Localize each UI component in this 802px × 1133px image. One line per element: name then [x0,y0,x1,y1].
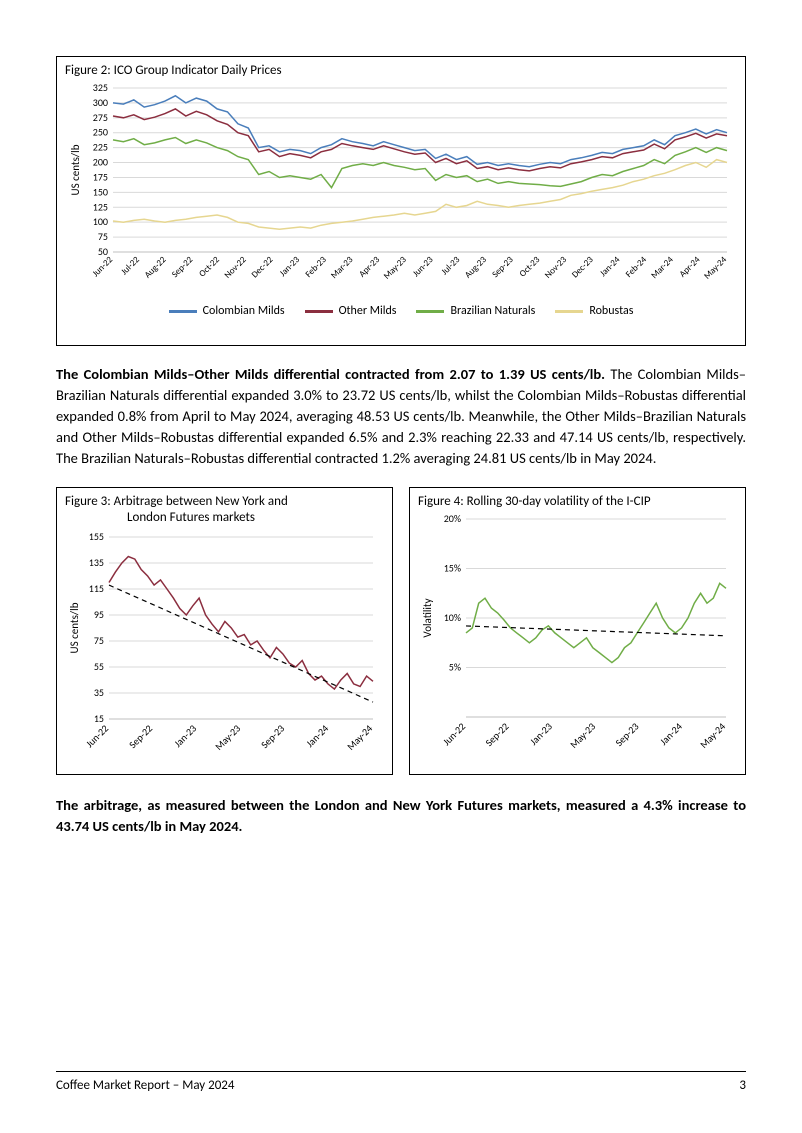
svg-text:Dec-22: Dec-22 [249,254,275,280]
figure-4-chart: 5% 10% 15% 20% Volatility Jun-22 Sep-22 Jan-23 M… [418,511,738,765]
svg-text:May-23: May-23 [381,254,409,282]
svg-text:Jan-24: Jan-24 [656,720,684,748]
footer-left: Coffee Market Report – May 2024 [56,1078,234,1093]
svg-text:250: 250 [93,126,108,139]
svg-text:Sep-22: Sep-22 [126,722,155,751]
svg-text:155: 155 [88,530,103,543]
svg-text:Jul-23: Jul-23 [439,254,462,277]
legend-item: Brazilian Naturals [416,304,535,318]
svg-text:Feb-24: Feb-24 [624,254,650,280]
svg-text:200: 200 [93,156,108,169]
svg-text:5%: 5% [448,661,460,674]
svg-text:Apr-24: Apr-24 [677,254,703,280]
svg-text:95: 95 [93,608,103,621]
svg-text:Jan-23: Jan-23 [526,720,554,748]
svg-text:Sep-23: Sep-23 [490,254,516,280]
page-footer: Coffee Market Report – May 2024 3 [56,1071,746,1093]
svg-text:Oct-23: Oct-23 [517,254,542,279]
figure-3-chart: 1535557595115135155US cents/lbJun-22Sep-… [65,529,385,767]
svg-text:Aug-23: Aug-23 [463,254,490,281]
figure-2-legend: Colombian Milds Other Milds Brazilian Natu… [57,298,745,328]
svg-text:Jun-22: Jun-22 [90,254,115,279]
figure-3-container: Figure 3: Arbitrage between New York and… [56,487,393,775]
svg-text:US cents/lb: US cents/lb [69,144,82,195]
svg-text:55: 55 [93,660,103,673]
svg-text:Feb-23: Feb-23 [303,254,329,280]
svg-text:US cents/lb: US cents/lb [68,602,81,653]
svg-text:Jun-23: Jun-23 [411,254,436,279]
svg-text:Jan-23: Jan-23 [277,254,302,279]
svg-text:Mar-23: Mar-23 [329,254,356,281]
footer-page-number: 3 [739,1078,746,1093]
legend-item: Robustas [555,304,633,318]
svg-text:Jul-22: Jul-22 [119,254,142,277]
svg-text:Dec-23: Dec-23 [570,254,596,280]
svg-text:May-24: May-24 [702,254,730,282]
figure-2-title: Figure 2: ICO Group Indicator Daily Pric… [57,57,745,80]
paragraph-1-lead: The Colombian Milds–Other Milds differen… [56,365,605,383]
svg-text:175: 175 [93,170,108,183]
legend-label: Robustas [589,304,633,318]
legend-swatch [416,310,444,313]
legend-label: Brazilian Naturals [450,304,535,318]
svg-text:Jan-24: Jan-24 [598,254,623,279]
svg-text:Sep-22: Sep-22 [170,254,196,280]
figure-4-container: Figure 4: Rolling 30-day volatility of t… [409,487,746,775]
svg-text:Jan-23: Jan-23 [171,722,199,750]
svg-text:Sep-23: Sep-23 [612,720,641,749]
svg-text:135: 135 [88,556,103,569]
svg-text:325: 325 [93,81,108,94]
figure-row: Figure 3: Arbitrage between New York and… [56,487,746,775]
svg-text:Mar-24: Mar-24 [649,254,676,281]
svg-text:Oct-22: Oct-22 [197,254,222,279]
svg-text:May-23: May-23 [212,722,243,753]
figure-2-chart: 5075100125150175200225250275300325US cen… [65,80,737,298]
svg-text:Apr-23: Apr-23 [357,254,383,280]
svg-text:225: 225 [93,141,108,154]
svg-text:20%: 20% [443,512,460,525]
legend-swatch [555,310,583,313]
svg-text:300: 300 [93,96,108,109]
legend-item: Colombian Milds [169,304,285,318]
legend-label: Other Milds [339,304,397,318]
svg-text:Sep-23: Sep-23 [258,722,287,751]
paragraph-2: The arbitrage, as measured between the L… [56,795,746,837]
svg-text:10%: 10% [443,611,460,624]
svg-text:Nov-22: Nov-22 [222,254,249,281]
svg-text:150: 150 [93,185,108,198]
svg-text:Volatility: Volatility [421,599,434,638]
paragraph-1: The Colombian Milds–Other Milds differen… [56,364,746,469]
figure-3-title: Figure 3: Arbitrage between New York and… [57,488,392,529]
svg-text:Aug-22: Aug-22 [142,254,169,281]
svg-text:Jun-22: Jun-22 [439,720,467,748]
svg-text:115: 115 [88,582,103,595]
svg-text:Jun-22: Jun-22 [82,722,110,750]
svg-text:Jan-24: Jan-24 [303,722,331,750]
svg-text:Nov-23: Nov-23 [543,254,570,281]
svg-text:100: 100 [93,215,108,228]
legend-swatch [305,310,333,313]
legend-swatch [169,310,197,313]
svg-text:75: 75 [93,634,103,647]
svg-text:75: 75 [98,230,108,243]
svg-text:May-23: May-23 [567,720,598,751]
svg-text:Sep-22: Sep-22 [482,720,511,749]
svg-text:May-24: May-24 [344,722,375,753]
svg-text:275: 275 [93,111,108,124]
svg-text:15%: 15% [443,562,460,575]
figure-2-container: Figure 2: ICO Group Indicator Daily Pric… [56,56,746,346]
legend-label: Colombian Milds [203,304,285,318]
figure-4-title: Figure 4: Rolling 30-day volatility of t… [410,488,745,511]
svg-text:125: 125 [93,200,108,213]
svg-text:35: 35 [93,686,103,699]
legend-item: Other Milds [305,304,397,318]
svg-text:May-24: May-24 [697,720,728,751]
